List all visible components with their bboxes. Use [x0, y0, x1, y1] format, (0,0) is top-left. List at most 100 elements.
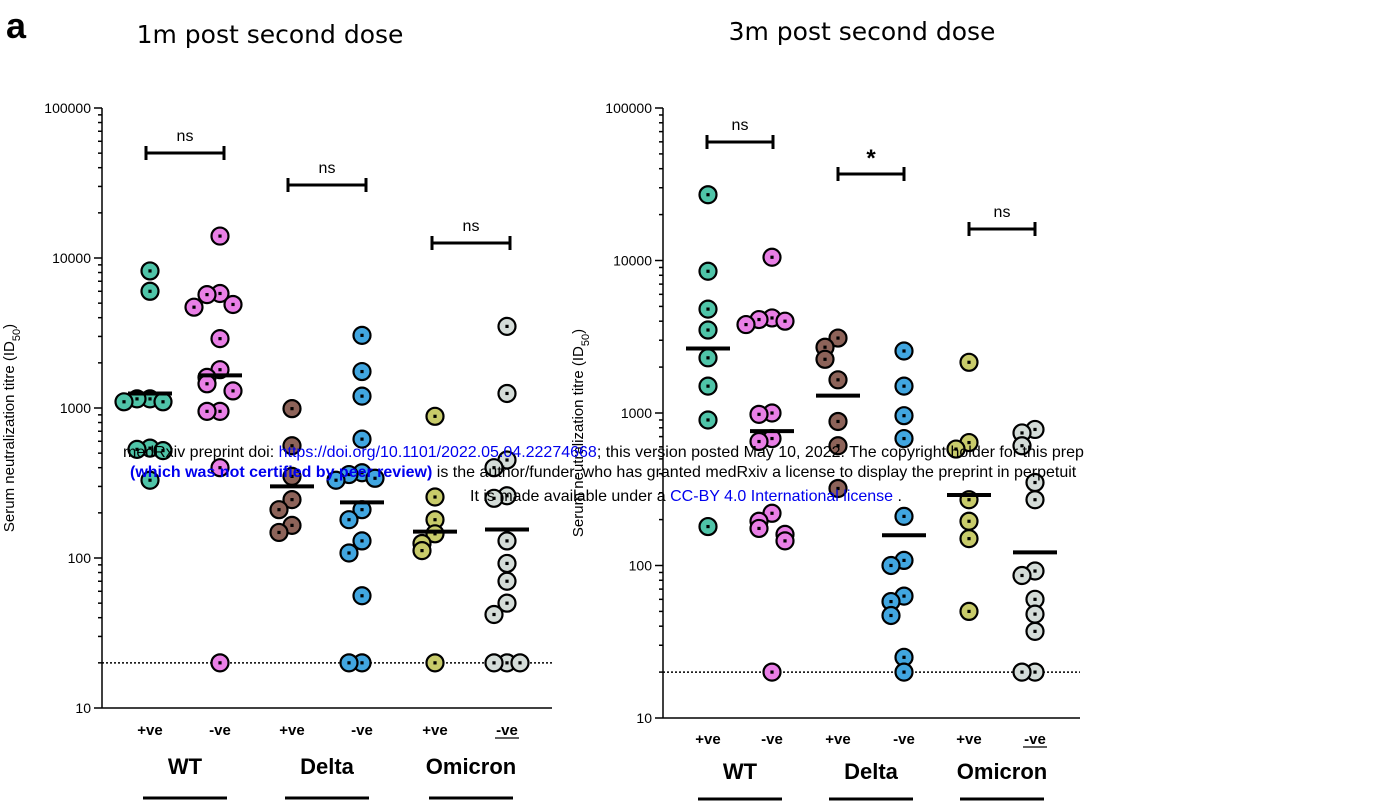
- data-point-marker: [1033, 569, 1037, 573]
- data-point-marker: [505, 601, 509, 605]
- data-point-marker: [1033, 629, 1037, 633]
- data-point-marker: [290, 474, 294, 478]
- data-point-marker: [706, 193, 710, 197]
- data-point-marker: [967, 498, 971, 502]
- significance-bracket: [967, 222, 1037, 236]
- preprint-watermark: medRxiv preprint doi: https://doi.org/10…: [123, 444, 1084, 505]
- y-tick-label: 100000: [44, 100, 91, 116]
- data-point-marker: [505, 458, 509, 462]
- y-tick-label: 100: [629, 558, 653, 574]
- data-point-marker: [205, 409, 209, 413]
- x-category-label: -ve: [496, 722, 518, 739]
- data-point-marker: [290, 407, 294, 411]
- data-point-marker: [492, 496, 496, 500]
- data-point-marker: [218, 234, 222, 238]
- data-point-marker: [433, 661, 437, 665]
- x-category-label: -ve: [1024, 731, 1046, 748]
- group-label: Delta: [844, 759, 899, 784]
- data-point-marker: [1033, 427, 1037, 432]
- data-point-marker: [231, 389, 235, 393]
- data-point-marker: [757, 526, 761, 531]
- data-point-marker: [360, 394, 364, 398]
- significance-label: ns: [177, 128, 194, 145]
- y-tick-label: 10: [636, 710, 652, 726]
- license-link[interactable]: CC-BY 4.0 International license: [670, 488, 893, 505]
- data-point-marker: [1020, 431, 1024, 435]
- data-point-marker: [706, 328, 710, 332]
- x-category-label: +ve: [956, 731, 981, 748]
- data-point-marker: [967, 440, 971, 445]
- data-point-marker: [505, 494, 509, 498]
- data-point-marker: [122, 400, 126, 404]
- data-point-marker: [360, 333, 364, 337]
- data-point-marker: [205, 293, 209, 297]
- data-point-marker: [1020, 573, 1024, 578]
- x-category-label: -ve: [761, 731, 783, 748]
- significance-bracket: [430, 236, 512, 250]
- x-category-label: +ve: [279, 722, 304, 739]
- data-point-marker: [148, 289, 152, 293]
- data-point-marker: [889, 599, 893, 604]
- data-point-marker: [836, 444, 840, 448]
- x-category-label: +ve: [695, 731, 720, 748]
- data-point-marker: [706, 356, 710, 360]
- data-point-marker: [334, 478, 338, 482]
- data-point-marker: [836, 486, 840, 491]
- chart-panel-1m: 1m post second dose Serum neutralization …: [1, 20, 552, 800]
- data-point-marker: [192, 305, 196, 309]
- data-point-marker: [231, 302, 235, 307]
- x-category-label: +ve: [825, 731, 850, 748]
- data-point-marker: [770, 411, 774, 415]
- data-point-marker: [770, 670, 774, 674]
- data-point-marker: [420, 549, 424, 553]
- data-point-marker: [783, 319, 787, 323]
- x-category-label: -ve: [209, 722, 231, 739]
- chart-title: 1m post second dose: [137, 20, 404, 49]
- data-point-marker: [902, 514, 906, 518]
- data-point-marker: [148, 446, 152, 450]
- data-point-marker: [744, 322, 748, 327]
- significance-label: ns: [994, 204, 1011, 221]
- data-point-marker: [360, 594, 364, 598]
- data-point-marker: [902, 414, 906, 418]
- y-tick-label: 100: [68, 550, 92, 566]
- data-point-marker: [433, 518, 437, 522]
- y-axis-label: Serum neutralization titre (ID50): [1, 324, 23, 532]
- data-point-marker: [360, 539, 364, 543]
- significance-bracket: [836, 167, 906, 181]
- data-point-marker: [290, 523, 294, 527]
- data-point-marker: [360, 369, 364, 374]
- data-point-marker: [1033, 480, 1037, 485]
- data-point-marker: [218, 466, 222, 470]
- data-point-marker: [902, 594, 906, 598]
- data-point-marker: [836, 336, 840, 340]
- data-point-marker: [277, 508, 281, 512]
- watermark-line-1: medRxiv preprint doi: https://doi.org/10…: [123, 444, 1084, 461]
- y-axis-label: Serum neutralization titre (ID50): [570, 329, 592, 537]
- group-label: WT: [168, 754, 203, 779]
- data-point-marker: [161, 400, 165, 404]
- data-point-marker: [823, 357, 827, 361]
- data-point-marker: [706, 524, 710, 529]
- y-tick-label: 10000: [613, 253, 652, 269]
- y-tick-label: 100000: [605, 100, 652, 116]
- data-point-marker: [218, 661, 222, 665]
- y-tick-label: 1000: [621, 405, 652, 421]
- chart-panel-3m: 3m post second dose Serum neutralization …: [570, 17, 1080, 801]
- significance-bracket: [144, 146, 226, 160]
- doi-link[interactable]: https://doi.org/10.1101/2022.05.04.22274…: [279, 444, 597, 461]
- data-point-marker: [360, 471, 364, 475]
- data-point-marker: [836, 419, 840, 424]
- data-point-marker: [205, 382, 209, 386]
- data-point-marker: [954, 447, 958, 451]
- data-point-marker: [290, 498, 294, 502]
- data-point-marker: [347, 551, 351, 555]
- data-point-marker: [770, 316, 774, 320]
- data-point-marker: [770, 436, 774, 441]
- watermark-line-2: (which was not certified by peer review)…: [130, 464, 1077, 481]
- data-point-marker: [757, 317, 761, 322]
- data-point-marker: [290, 444, 294, 448]
- data-point-marker: [967, 609, 971, 614]
- data-point-marker: [1033, 597, 1037, 601]
- data-point-marker: [218, 368, 222, 372]
